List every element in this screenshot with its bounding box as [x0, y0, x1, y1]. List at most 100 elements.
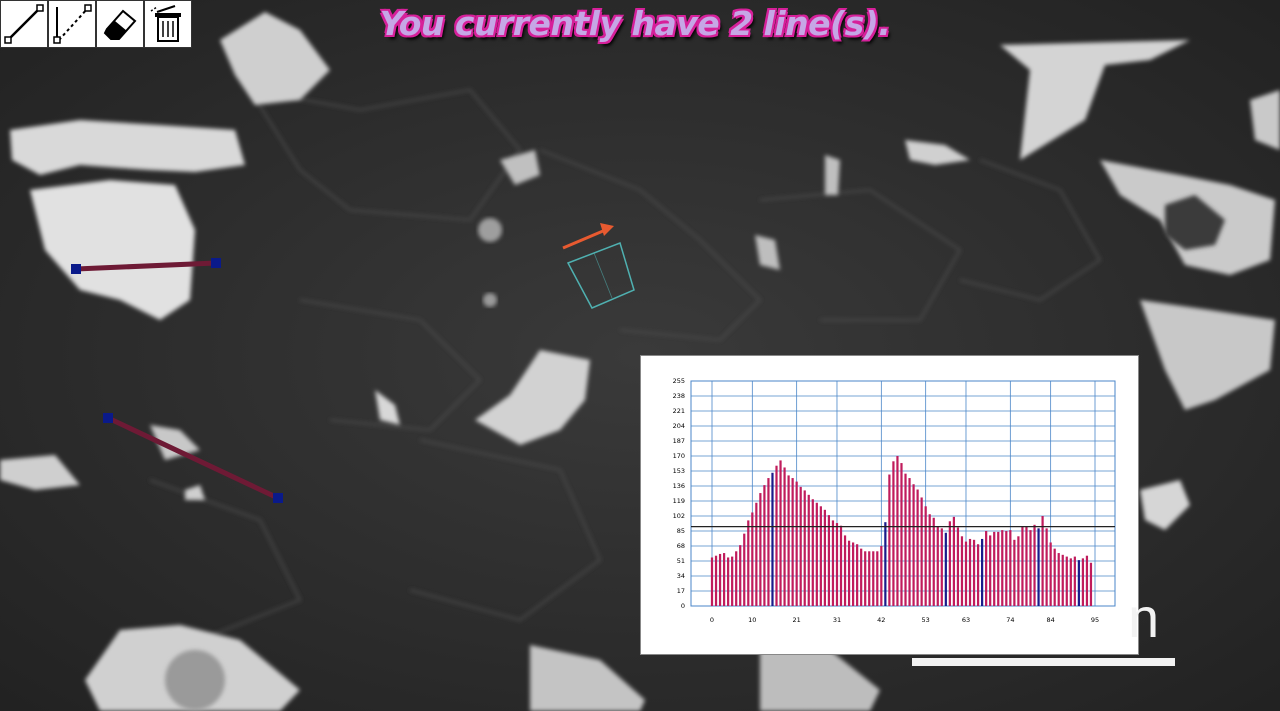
line-1-start-handle[interactable]	[71, 264, 81, 274]
y-tick-label: 238	[673, 392, 685, 400]
profile-bar	[864, 551, 867, 606]
x-tick-label: 74	[1006, 616, 1014, 624]
profile-bar	[795, 481, 798, 606]
y-tick-label: 153	[673, 467, 685, 475]
profile-bar	[964, 541, 968, 606]
profile-bar	[904, 473, 907, 606]
profile-bar	[876, 551, 879, 606]
profile-bar	[819, 506, 822, 606]
profile-bar	[1033, 524, 1036, 606]
delete-all-tool[interactable]	[144, 0, 192, 48]
crystal-holes	[165, 195, 1225, 710]
profile-bar	[896, 456, 899, 606]
profile-bar	[747, 520, 750, 606]
profile-bar	[843, 535, 847, 606]
line-2-start-handle[interactable]	[103, 413, 113, 423]
profile-bar	[860, 548, 863, 606]
draw-dotted-line-tool[interactable]	[48, 0, 96, 48]
profile-bar	[839, 525, 843, 606]
y-tick-label: 34	[677, 572, 685, 580]
profile-bar	[714, 555, 718, 606]
intensity-profile-panel: 0 17 34 51 68 85 102 119 136 153 170 187 204 221 238 25…	[640, 355, 1139, 655]
profile-bar	[831, 520, 835, 606]
profile-bar	[1013, 539, 1016, 606]
draw-line-tool[interactable]	[0, 0, 48, 48]
direction-arrow	[562, 223, 614, 250]
profile-bar	[924, 506, 927, 606]
profile-bar	[827, 515, 831, 606]
profile-bar	[1065, 556, 1068, 606]
profile-bar	[1061, 554, 1064, 606]
profile-bar	[868, 551, 871, 606]
profile-bar	[710, 557, 714, 606]
y-tick-label: 255	[673, 377, 685, 385]
profile-bar	[811, 499, 814, 606]
profile-bar	[1045, 528, 1048, 606]
profile-bar	[763, 485, 766, 606]
eraser-tool[interactable]	[96, 0, 144, 48]
profile-bar	[1081, 558, 1085, 606]
profile-bar	[759, 493, 762, 606]
y-tick-label: 17	[677, 587, 685, 595]
dotted-line-icon	[53, 4, 92, 44]
x-tick-label: 95	[1091, 616, 1099, 624]
profile-bar	[751, 512, 754, 606]
profile-bar	[1089, 562, 1093, 606]
y-tick-label: 0	[681, 602, 685, 610]
profile-bar	[993, 531, 996, 606]
profile-bar	[791, 478, 794, 606]
plot-area	[690, 380, 1116, 607]
bright-crystals	[0, 12, 1280, 711]
profile-bar	[1037, 528, 1040, 606]
line-2-end-handle[interactable]	[273, 493, 283, 503]
profile-bar	[799, 486, 802, 606]
profile-bar	[972, 539, 976, 606]
x-tick-label: 63	[962, 616, 970, 624]
eraser-icon	[103, 9, 137, 40]
profile-bar	[722, 553, 726, 606]
y-tick-label: 102	[673, 512, 685, 520]
profile-bar	[755, 502, 758, 606]
profile-bar	[900, 463, 903, 606]
profile-bar	[787, 475, 790, 606]
profile-bar	[960, 536, 964, 606]
profile-bar	[779, 460, 782, 606]
measurement-line-2[interactable]	[103, 413, 283, 503]
intensity-profile-chart: 0 17 34 51 68 85 102 119 136 153 170 187 204 221 238 25…	[673, 377, 1116, 624]
profile-bar	[932, 517, 935, 606]
profile-bar	[888, 474, 891, 606]
profile-bar	[1041, 516, 1044, 606]
profile-bar	[718, 553, 722, 606]
profile-bar	[936, 526, 939, 606]
y-tick-label: 136	[673, 482, 685, 490]
profile-bar	[743, 533, 746, 606]
profile-bar	[731, 556, 734, 606]
profile-bar	[976, 544, 980, 606]
profile-bar	[815, 502, 818, 606]
profile-bar	[1017, 536, 1020, 606]
profile-bar	[985, 531, 988, 606]
profile-bar	[783, 467, 786, 606]
y-tick-label: 170	[673, 452, 685, 460]
profile-bar	[807, 494, 810, 606]
line-1-end-handle[interactable]	[211, 258, 221, 268]
line-count-status: You currently have 2 line(s).	[379, 4, 891, 43]
profile-bar	[940, 528, 943, 606]
scale-bar	[912, 658, 1175, 666]
x-tick-label: 10	[748, 616, 756, 624]
profile-bar	[989, 535, 992, 606]
profile-bar	[997, 531, 1000, 606]
profile-bar	[1001, 530, 1004, 606]
x-tick-label: 53	[922, 616, 930, 624]
profile-bar	[908, 478, 911, 606]
x-tick-label: 0	[710, 616, 714, 624]
y-tick-label: 85	[677, 527, 685, 535]
roi-rectangle[interactable]	[566, 242, 635, 309]
profile-bar	[884, 522, 887, 606]
profile-bar	[912, 484, 915, 606]
profile-bar	[1029, 530, 1032, 606]
measurement-line-1[interactable]	[71, 258, 221, 274]
profile-bar	[1073, 556, 1076, 606]
profile-bar	[1053, 548, 1056, 606]
profile-bar	[1069, 558, 1072, 606]
